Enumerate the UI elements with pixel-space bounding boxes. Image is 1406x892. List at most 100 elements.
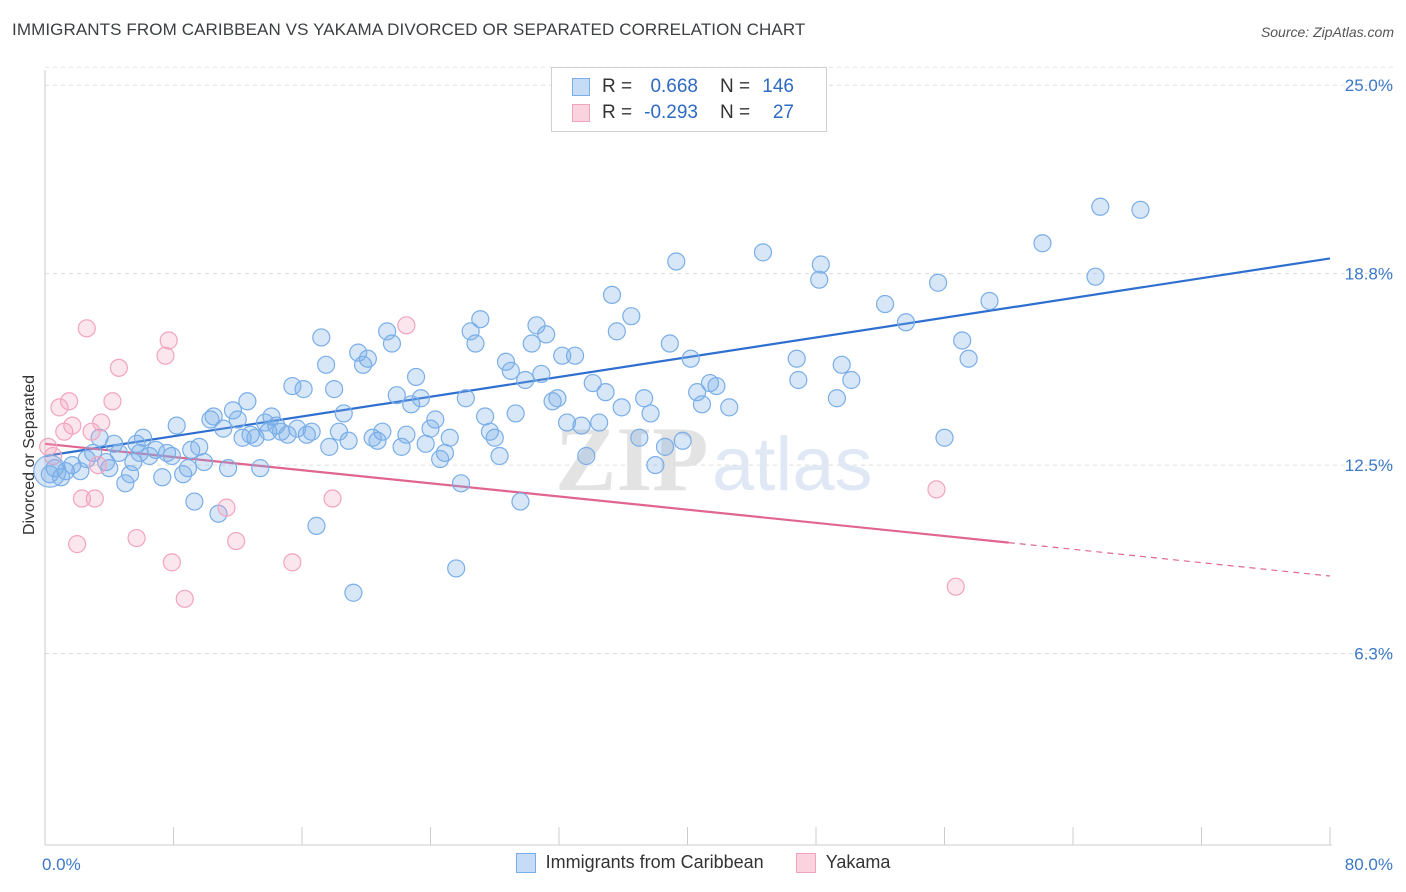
data-point-caribbean [506, 404, 525, 423]
data-point-caribbean [1131, 200, 1150, 219]
data-point-caribbean [294, 380, 313, 399]
data-point-caribbean [416, 434, 435, 453]
data-point-caribbean [228, 410, 247, 429]
data-point-caribbean [219, 459, 238, 478]
data-point-caribbean [842, 370, 861, 390]
legend-swatch-caribbean [515, 852, 536, 873]
data-point-caribbean [548, 389, 567, 408]
data-point-caribbean [635, 389, 654, 408]
data-point-caribbean [673, 431, 692, 450]
data-point-caribbean [811, 255, 830, 274]
trend-line-dashed-yakama [1008, 542, 1331, 577]
data-point-caribbean [185, 492, 204, 511]
legend-r-label: R = [602, 76, 633, 97]
data-point-caribbean [344, 583, 363, 602]
data-point-caribbean [692, 395, 712, 414]
data-point-caribbean [238, 392, 257, 411]
data-point-caribbean [511, 492, 530, 511]
data-point-caribbean [223, 401, 243, 420]
legend-swatch-caribbean [572, 78, 590, 96]
data-point-caribbean [373, 422, 392, 441]
data-point-caribbean [251, 459, 270, 478]
watermark: ZIP atlas [555, 408, 873, 510]
data-point-yakama [323, 489, 342, 508]
trend-line-caribbean [44, 257, 1331, 458]
data-point-yakama [50, 398, 69, 417]
data-point-caribbean [307, 516, 326, 535]
y-tick-label: 12.5% [1345, 456, 1393, 475]
data-point-yakama [946, 577, 965, 596]
data-point-caribbean [1033, 234, 1052, 253]
data-point-yakama [175, 589, 194, 608]
legend-n-value: 27 [772, 102, 794, 123]
legend-n-label: N = [720, 102, 751, 123]
data-point-caribbean [522, 334, 541, 353]
data-point-caribbean [527, 316, 546, 335]
data-point-caribbean [875, 294, 895, 314]
trend-line-yakama [44, 442, 1009, 544]
data-point-yakama [82, 422, 101, 441]
x-tick-label: 80.0% [1345, 855, 1393, 874]
data-point-caribbean [641, 404, 660, 423]
data-point-yakama [63, 416, 82, 435]
data-point-yakama [127, 528, 146, 548]
legend-item-yakama[interactable]: Yakama [795, 852, 891, 873]
data-point-caribbean [1091, 197, 1110, 216]
data-point-caribbean [959, 349, 978, 368]
data-point-yakama [283, 553, 302, 572]
data-point-caribbean [501, 361, 520, 380]
legend-row-caribbean: R = 0.668 N = 146 [572, 74, 794, 100]
data-point-caribbean [312, 328, 331, 347]
data-point-caribbean [787, 349, 806, 368]
data-point-caribbean [612, 398, 631, 417]
data-point-caribbean [241, 425, 260, 444]
data-point-caribbean [557, 413, 577, 432]
data-point-caribbean [214, 419, 233, 438]
data-point-caribbean [201, 410, 220, 429]
legend-r-value: -0.293 [644, 102, 698, 123]
data-point-caribbean [146, 440, 165, 460]
data-point-caribbean [262, 407, 281, 426]
data-point-caribbean [480, 422, 500, 441]
data-point-caribbean [466, 334, 485, 353]
data-point-caribbean [178, 459, 198, 478]
legend-swatch-yakama [795, 852, 816, 873]
chart-title: IMMIGRANTS FROM CARIBBEAN VS YAKAMA DIVO… [12, 20, 806, 39]
data-point-caribbean [368, 431, 387, 450]
legend-r-value: 0.668 [650, 76, 698, 97]
legend-label-yakama: Yakama [825, 852, 891, 872]
y-tick-label: 18.8% [1345, 265, 1393, 284]
series-legend: Immigrants from Caribbean Yakama [0, 852, 1406, 873]
legend-item-caribbean[interactable]: Immigrants from Caribbean [515, 852, 764, 873]
legend-row-yakama: R = -0.293 N = 27 [572, 100, 794, 126]
data-point-caribbean [1086, 267, 1105, 286]
data-point-caribbean [325, 380, 344, 399]
data-point-caribbean [406, 367, 426, 387]
y-tick-label: 6.3% [1354, 645, 1393, 664]
data-point-yakama [92, 413, 111, 432]
chart-source: Source: ZipAtlas.com [1260, 24, 1394, 40]
data-point-yakama [88, 455, 108, 475]
data-point-caribbean [607, 322, 626, 341]
data-point-caribbean [316, 355, 336, 374]
data-point-caribbean [832, 355, 851, 374]
data-point-caribbean [297, 425, 316, 444]
data-point-yakama [397, 316, 416, 335]
data-point-caribbean [124, 452, 143, 472]
data-point-caribbean [204, 407, 223, 426]
data-point-caribbean [421, 419, 440, 438]
data-point-caribbean [387, 386, 406, 405]
data-point-yakama [156, 346, 175, 365]
data-point-caribbean [278, 425, 297, 444]
legend-n-label: N = [720, 76, 751, 97]
data-point-yakama [59, 392, 79, 411]
data-point-caribbean [681, 349, 700, 368]
data-point-yakama [227, 531, 246, 551]
data-point-caribbean [456, 389, 475, 408]
data-point-caribbean [358, 349, 377, 368]
data-point-caribbean [660, 334, 679, 353]
data-point-caribbean [190, 437, 209, 456]
data-point-yakama [77, 319, 96, 338]
stats-legend: R = 0.668 N = 146 R = -0.293 N = 27 [551, 67, 827, 132]
